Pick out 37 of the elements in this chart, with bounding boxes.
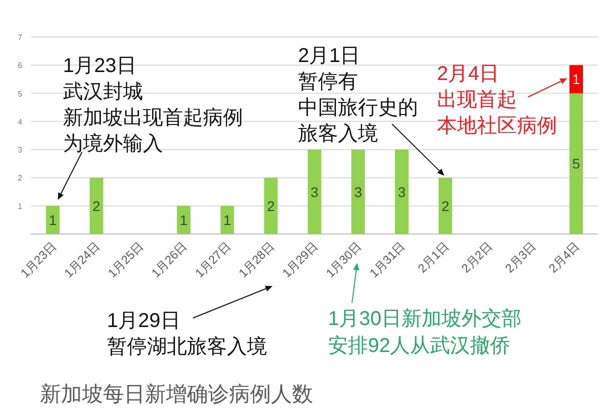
data-label: 1 (48, 212, 57, 228)
y-tick-label: 6 (18, 61, 23, 70)
x-tick-label: 2月3日 (502, 239, 539, 276)
x-tick-label: 1月29日 (280, 239, 321, 280)
annotation: 2月1日暂停有中国旅行史的旅客入境 (298, 45, 418, 145)
annotation: 1月23日武汉封城新加坡出现首起病例为境外输入 (63, 55, 243, 155)
y-tick-label: 2 (18, 174, 23, 183)
text: 1月29日暂停湖北旅客入境 (107, 310, 267, 358)
x-tick-label: 1月24日 (62, 239, 103, 280)
text: 新加坡每日新增确诊病例人数 (40, 383, 313, 406)
x-tick-label: 2月1日 (415, 239, 452, 276)
y-tick-label: 5 (18, 89, 23, 98)
x-tick-label: 1月27日 (192, 239, 234, 280)
y-tick-label: 3 (18, 146, 23, 155)
annotation: 2月4日出现首起本地社区病例 (437, 63, 557, 137)
data-label: 3 (354, 184, 362, 200)
x-tick-label: 1月25日 (105, 239, 146, 280)
x-tick-label: 1月31日 (366, 239, 408, 280)
data-label: 5 (572, 156, 580, 172)
x-tick-label: 1月23日 (18, 239, 59, 280)
data-label: 3 (310, 184, 319, 200)
x-tick-label: 2月4日 (546, 239, 582, 276)
data-label: 1 (572, 71, 580, 88)
text: 1月30日新加坡外交部安排92人从武汉撤侨 (328, 308, 522, 357)
data-label: 3 (398, 184, 406, 200)
data-label: 1 (180, 212, 188, 228)
data-label: 2 (441, 198, 450, 214)
x-tick-label: 1月26日 (148, 239, 190, 280)
x-tick-label: 1月30日 (323, 239, 364, 280)
y-tick-label: 1 (18, 202, 23, 211)
x-tick-label: 2月2日 (458, 239, 496, 276)
y-tick-label: 7 (18, 33, 23, 42)
y-tick-label: 4 (18, 117, 23, 126)
data-label: 2 (92, 198, 101, 214)
x-tick-label: 1月28日 (236, 239, 278, 280)
data-label: 2 (266, 198, 275, 214)
data-label: 1 (223, 212, 232, 228)
